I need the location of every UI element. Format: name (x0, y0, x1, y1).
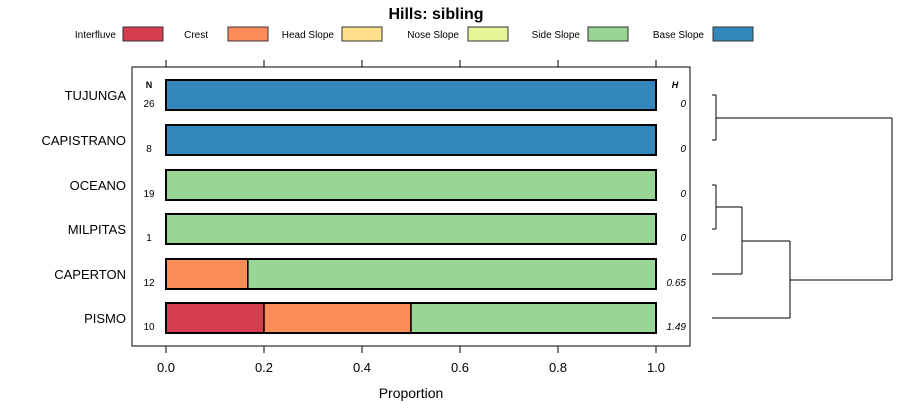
legend-swatch (227, 26, 269, 42)
bar-segment-crest (165, 258, 249, 290)
legend-swatch (712, 26, 754, 42)
category-label: MILPITAS (68, 222, 127, 237)
bar-segment-side-slope (165, 213, 657, 245)
bar-segment-side-slope (165, 169, 657, 201)
plot-panel (131, 66, 691, 347)
legend-swatch (587, 26, 629, 42)
legend-label: Nose Slope (407, 30, 459, 41)
n-value: 10 (143, 322, 155, 333)
legend-swatch (467, 26, 509, 42)
bar-outline (165, 169, 657, 201)
bar-outline (165, 258, 657, 290)
h-value: 0 (680, 189, 686, 200)
legend-label: Crest (184, 30, 208, 41)
legend-label: Side Slope (532, 30, 581, 41)
h-value: 0 (680, 99, 686, 110)
h-value: 0 (680, 144, 686, 155)
legend-label: Base Slope (653, 30, 705, 41)
bar-row: PISMO 10 1.49 (84, 302, 687, 334)
n-value: 8 (146, 144, 152, 155)
bar-row: TUJUNGA 26 0 (65, 79, 686, 111)
x-axis-label: Proportion (379, 385, 444, 401)
h-value: 1.49 (667, 322, 687, 333)
n-header: N (146, 80, 153, 90)
bar-segment-side-slope (410, 302, 657, 334)
bar-row: OCEANO 19 0 (70, 169, 686, 201)
h-value: 0 (680, 233, 686, 244)
bars: TUJUNGA 26 0 CAPISTRANO 8 0 OCEANO 19 0 MILPITAS 1… (41, 79, 687, 334)
n-value: 26 (143, 99, 155, 110)
legend: Interfluve Crest Head Slope Nose Slope Side … (75, 26, 754, 42)
bar-row: CAPERTON 12 0.65 (54, 258, 687, 290)
x-tick-label: 0.0 (157, 360, 175, 375)
legend-label: Head Slope (282, 30, 335, 41)
bar-segment-crest (263, 302, 412, 334)
category-label: OCEANO (70, 178, 126, 193)
n-value: 1 (146, 233, 152, 244)
category-label: CAPISTRANO (41, 133, 126, 148)
bar-segment-side-slope (247, 258, 657, 290)
x-tick-label: 0.2 (255, 360, 273, 375)
bar-outline (165, 124, 657, 156)
bar-row: CAPISTRANO 8 0 (41, 124, 686, 156)
x-axis: 0.0 0.2 0.4 0.6 0.8 1.0 (157, 60, 665, 375)
n-value: 12 (143, 278, 155, 289)
bar-segment-interfluve (165, 302, 265, 334)
x-tick-label: 0.6 (451, 360, 469, 375)
category-label: PISMO (84, 311, 126, 326)
bar-segment-base-slope (165, 79, 657, 111)
h-header: H (672, 80, 679, 90)
chart-title: Hills: sibling (388, 6, 483, 23)
bar-outline (165, 79, 657, 111)
bar-row: MILPITAS 1 0 (68, 213, 686, 245)
h-value: 0.65 (667, 278, 687, 289)
category-label: CAPERTON (54, 267, 126, 282)
bar-outline (165, 302, 657, 334)
legend-swatch (122, 26, 164, 42)
x-tick-label: 0.8 (549, 360, 567, 375)
bar-outline (165, 213, 657, 245)
bar-segment-base-slope (165, 124, 657, 156)
n-value: 19 (143, 189, 155, 200)
x-tick-label: 1.0 (647, 360, 665, 375)
category-label: TUJUNGA (65, 88, 127, 103)
legend-swatch (341, 26, 383, 42)
legend-label: Interfluve (75, 30, 117, 41)
x-tick-label: 0.4 (353, 360, 371, 375)
dendrogram (712, 94, 893, 319)
